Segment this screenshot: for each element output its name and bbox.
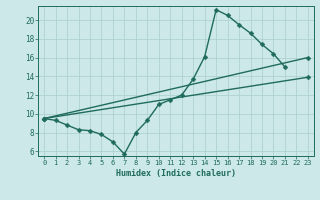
X-axis label: Humidex (Indice chaleur): Humidex (Indice chaleur) xyxy=(116,169,236,178)
